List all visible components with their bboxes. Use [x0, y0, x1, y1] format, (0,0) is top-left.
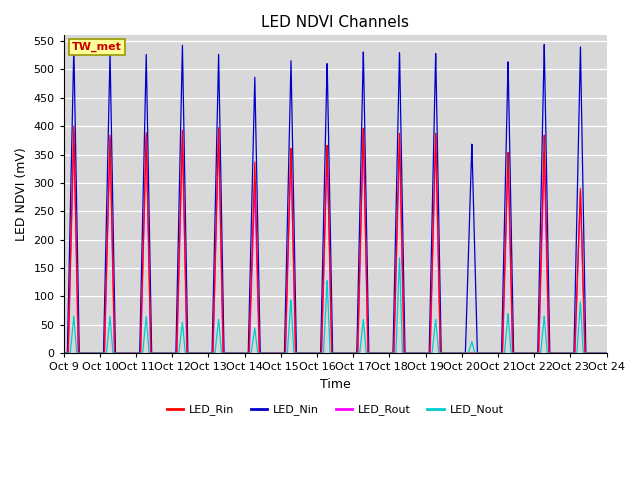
LED_Rin: [268, 350, 276, 356]
LED_Nout: [550, 350, 557, 356]
X-axis label: Time: Time: [320, 378, 351, 391]
LED_Nin: [268, 350, 275, 356]
LED_Rin: [399, 314, 407, 320]
LED_Rout: [60, 350, 68, 356]
LED_Rout: [552, 350, 560, 356]
Title: LED NDVI Channels: LED NDVI Channels: [261, 15, 409, 30]
LED_Rout: [399, 330, 407, 336]
Line: LED_Rout: LED_Rout: [64, 131, 607, 353]
LED_Rin: [552, 350, 560, 356]
LED_Nout: [399, 350, 407, 356]
LED_Nout: [60, 350, 68, 356]
LED_Nin: [603, 350, 611, 356]
LED_Nin: [125, 350, 132, 356]
LED_Nin: [550, 350, 557, 356]
LED_Rout: [268, 350, 276, 356]
LED_Rin: [60, 350, 68, 356]
LED_Rin: [70, 123, 77, 129]
Line: LED_Nout: LED_Nout: [64, 258, 607, 353]
Line: LED_Nin: LED_Nin: [64, 45, 607, 353]
LED_Rin: [574, 261, 582, 267]
LED_Rout: [550, 350, 557, 356]
LED_Nout: [396, 255, 403, 261]
LED_Nin: [552, 350, 560, 356]
LED_Nout: [574, 337, 582, 343]
LED_Rout: [125, 350, 132, 356]
LED_Nout: [125, 350, 132, 356]
LED_Rin: [603, 350, 611, 356]
LED_Nin: [60, 350, 68, 356]
LED_Rout: [603, 350, 611, 356]
LED_Rout: [215, 128, 223, 133]
LED_Rin: [550, 350, 557, 356]
LED_Nin: [574, 169, 582, 175]
Text: TW_met: TW_met: [72, 42, 122, 52]
LED_Rin: [125, 350, 132, 356]
LED_Nin: [399, 261, 407, 266]
Line: LED_Rin: LED_Rin: [64, 126, 607, 353]
LED_Nout: [603, 350, 611, 356]
LED_Rout: [574, 268, 582, 274]
Legend: LED_Rin, LED_Nin, LED_Rout, LED_Nout: LED_Rin, LED_Nin, LED_Rout, LED_Nout: [162, 400, 508, 420]
LED_Nout: [268, 350, 275, 356]
Y-axis label: LED NDVI (mV): LED NDVI (mV): [15, 147, 28, 241]
LED_Nout: [552, 350, 560, 356]
LED_Nin: [540, 42, 548, 48]
